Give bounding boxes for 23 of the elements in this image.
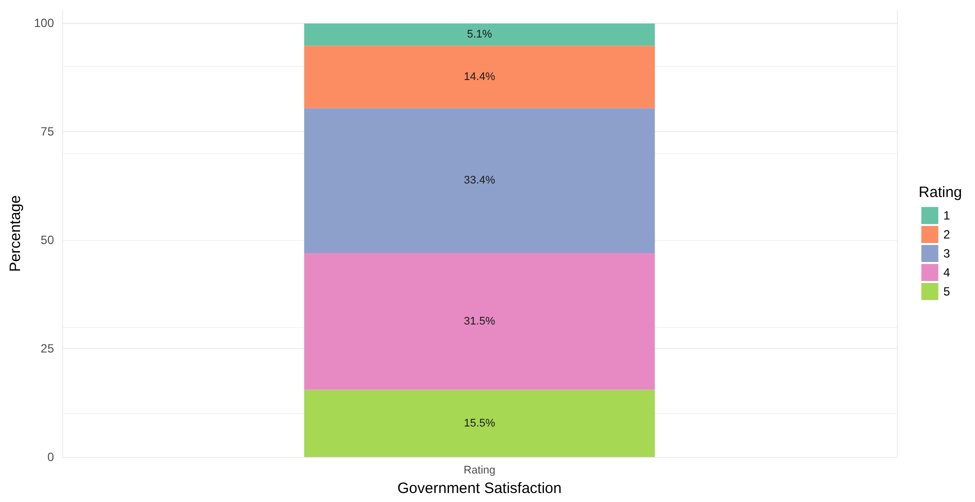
bar [304, 253, 655, 390]
data-label: 33.4% [464, 174, 496, 187]
bar [304, 23, 655, 46]
legend-label: 2 [943, 228, 950, 242]
bar [304, 108, 655, 254]
x-axis-title: Government Satisfaction [397, 480, 562, 497]
data-label: 5.1% [466, 28, 492, 41]
data-label: 15.5% [464, 417, 496, 430]
bar [304, 390, 655, 457]
legend-label: 5 [943, 284, 950, 298]
legend-label: 3 [943, 246, 950, 260]
y-tick-label: 25 [40, 342, 54, 356]
y-tick-label: 100 [34, 16, 54, 30]
y-tick-label: 50 [40, 233, 54, 248]
legend-title: Rating [918, 184, 962, 201]
data-label: 31.5% [464, 315, 496, 328]
data-label: 14.4% [464, 70, 496, 83]
legend-label: 1 [943, 208, 950, 222]
y-axis-title: Percentage [7, 195, 24, 272]
bar [304, 46, 655, 108]
legend-label: 4 [943, 266, 950, 280]
y-tick-label: 75 [40, 124, 54, 139]
y-tick-label: 0 [47, 450, 54, 464]
